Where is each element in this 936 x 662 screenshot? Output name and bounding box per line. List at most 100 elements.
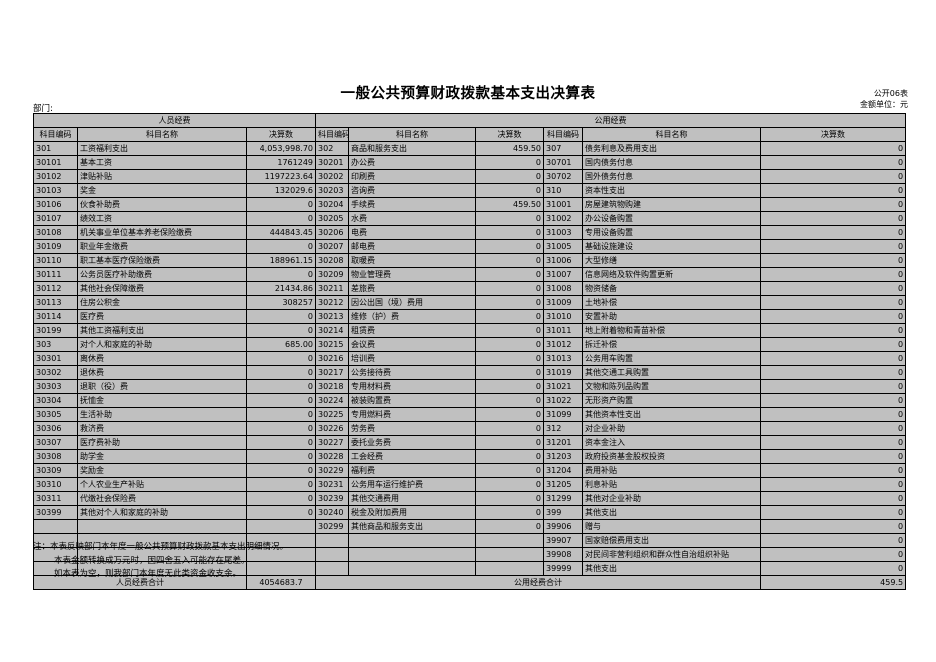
cell-name: 抚恤金 [77, 393, 247, 408]
cell-name: 电费 [348, 225, 477, 240]
cell-name: 土地补偿 [582, 295, 762, 310]
table-row: 39907 国家赔偿费用支出 0 [33, 533, 907, 548]
cell-code: 30207 [315, 239, 350, 254]
table-row: 30301 离休费 0 30216 培训费 0 31013 公务用车购置 0 [33, 351, 907, 366]
cell-code: 31203 [543, 449, 584, 464]
cell-amount: 0 [760, 463, 907, 478]
cell-name: 信息网络及软件购置更新 [582, 267, 762, 282]
cell-name: 利息补贴 [582, 477, 762, 492]
note-line-1: 注：本表反映部门本年度一般公共预算财政拨款基本支出明细情况。 [33, 542, 289, 552]
cell-amount: 0 [475, 281, 545, 296]
cell-amount: 0 [245, 449, 317, 464]
table-row: 30399 其他对个人和家庭的补助 0 30240 税金及附加费用 0 399 其他支出 0 [33, 505, 907, 520]
cell-amount: 0 [760, 225, 907, 240]
cell-name: 公务用车运行维护费 [348, 477, 477, 492]
cell-code: 31002 [543, 211, 584, 226]
cell-code: 31012 [543, 337, 584, 352]
table-row: 39999 其他支出 0 [33, 561, 907, 576]
cell-amount: 0 [475, 183, 545, 198]
cell-code: 30109 [33, 239, 78, 254]
cell-name [77, 561, 247, 576]
cell-name: 费用补贴 [582, 463, 762, 478]
cell-code: 31013 [543, 351, 584, 366]
cell-amount: 0 [760, 253, 907, 268]
cell-code: 30229 [315, 463, 350, 478]
note-line-3: 如本表为空，则我部门本年度无此类资金收支余。 [54, 569, 242, 579]
note-line-2: 本表金额转换成万元时，因四舍五入可能存在尾差。 [54, 555, 250, 566]
cell-name: 水费 [348, 211, 477, 226]
table-row: 30307 医疗费补助 0 30227 委托业务费 0 31201 资本金注入 0 [33, 435, 907, 450]
cell-code: 30305 [33, 407, 78, 422]
cell-name [77, 519, 247, 534]
cell-amount: 0 [760, 183, 907, 198]
cell-code: 31201 [543, 435, 584, 450]
cell-amount: 0 [760, 477, 907, 492]
cell-amount: 0 [475, 393, 545, 408]
cell-name: 专用燃料费 [348, 407, 477, 422]
cell-amount: 0 [245, 197, 317, 212]
cell-name: 安置补助 [582, 309, 762, 324]
cell-amount [475, 561, 545, 576]
cell-amount: 0 [245, 491, 317, 506]
cell-code [315, 561, 350, 576]
cell-code: 30214 [315, 323, 350, 338]
cell-name: 国外债务付息 [582, 169, 762, 184]
cell-amount: 0 [475, 477, 545, 492]
cell-code: 30228 [315, 449, 350, 464]
cell-code: 30201 [315, 155, 350, 170]
group-header-row: 人员经费 公用经费 [32, 113, 907, 128]
cell-amount [245, 561, 317, 576]
cell-amount: 0 [245, 365, 317, 380]
table-row: 30106 伙食补助费 0 30204 手续费 459.50 31001 房屋建筑物购建 0 [33, 197, 907, 212]
cell-code: 31205 [543, 477, 584, 492]
cell-code: 30202 [315, 169, 350, 184]
cell-code: 39906 [543, 519, 584, 534]
cell-code: 399 [543, 505, 584, 520]
table-row: 301 工资福利支出 4,053,998.70 302 商品和服务支出 459.50 307… [33, 141, 907, 156]
table-row: 30101 基本工资 1761249 30201 办公费 0 30701 国内债务付息 0 [33, 155, 907, 170]
cell-code: 31010 [543, 309, 584, 324]
cell-name: 福利费 [348, 463, 477, 478]
cell-amount: 188961.15 [245, 253, 317, 268]
cell-amount: 0 [760, 533, 907, 548]
cell-code: 39908 [543, 547, 584, 562]
cell-amount: 0 [760, 407, 907, 422]
cell-code: 30702 [543, 169, 584, 184]
cell-amount: 0 [760, 239, 907, 254]
cell-name: 文物和陈列品购置 [582, 379, 762, 394]
cell-code: 31008 [543, 281, 584, 296]
cell-code: 30209 [315, 267, 350, 282]
cell-amount: 0 [760, 435, 907, 450]
totals-row: 人员经费合计 4054683.7 公用经费合计 459.5 [33, 575, 907, 590]
cell-code [315, 533, 350, 548]
cell-name [77, 533, 247, 548]
cell-code: 30239 [315, 491, 350, 506]
col-code-2: 科目编码 [315, 127, 350, 142]
cell-amount: 0 [760, 547, 907, 562]
cell-amount: 0 [245, 435, 317, 450]
cell-amount: 0 [475, 449, 545, 464]
cell-name: 手续费 [348, 197, 477, 212]
cell-name: 救济费 [77, 421, 247, 436]
cell-code: 30110 [33, 253, 78, 268]
table-row: 30308 助学金 0 30228 工会经费 0 31203 政府投资基金股权投资 0 [33, 449, 907, 464]
cell-code: 30213 [315, 309, 350, 324]
budget-table: 人员经费 公用经费 科目编码 科目名称 决算数 科目编码 科目名称 决算数 科目… [32, 113, 907, 590]
table-row: 30303 退职（役）费 0 30218 专用材料费 0 31021 文物和陈列品购置 0 [33, 379, 907, 394]
cell-name: 其他支出 [582, 561, 762, 576]
cell-amount: 0 [475, 337, 545, 352]
cell-code: 30211 [315, 281, 350, 296]
table-row: 30304 抚恤金 0 30224 被装购置费 0 31022 无形资产购置 0 [33, 393, 907, 408]
cell-code: 30231 [315, 477, 350, 492]
cell-code: 31001 [543, 197, 584, 212]
cell-name: 因公出国（境）费用 [348, 295, 477, 310]
table-row: 30299 其他商品和服务支出 0 39906 赠与 0 [33, 519, 907, 534]
table-row: 303 对个人和家庭的补助 685.00 30215 会议费 0 31012 拆迁补偿 0 [33, 337, 907, 352]
cell-amount: 0 [760, 295, 907, 310]
cell-code: 310 [543, 183, 584, 198]
cell-code: 30216 [315, 351, 350, 366]
table-row: 30310 个人农业生产补贴 0 30231 公务用车运行维护费 0 31205 利息补贴 0 [33, 477, 907, 492]
cell-amount: 0 [245, 379, 317, 394]
cell-amount: 0 [245, 477, 317, 492]
cell-name: 公务员医疗补助缴费 [77, 267, 247, 282]
